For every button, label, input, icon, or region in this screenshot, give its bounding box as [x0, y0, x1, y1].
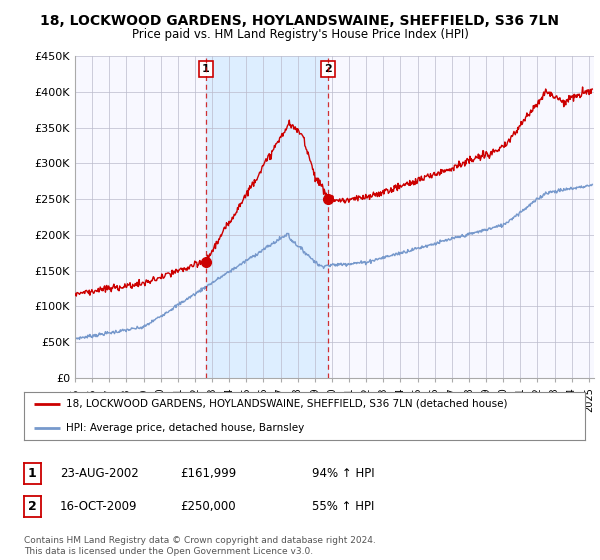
- Text: Contains HM Land Registry data © Crown copyright and database right 2024.
This d: Contains HM Land Registry data © Crown c…: [24, 536, 376, 556]
- Text: 55% ↑ HPI: 55% ↑ HPI: [312, 500, 374, 514]
- Bar: [206, 56, 328, 378]
- Text: 18, LOCKWOOD GARDENS, HOYLANDSWAINE, SHEFFIELD, S36 7LN: 18, LOCKWOOD GARDENS, HOYLANDSWAINE, SHE…: [41, 14, 560, 28]
- Text: 1: 1: [202, 64, 210, 74]
- Text: 16-OCT-2009: 16-OCT-2009: [60, 500, 137, 514]
- Text: 1: 1: [28, 466, 37, 480]
- Text: 94% ↑ HPI: 94% ↑ HPI: [312, 466, 374, 480]
- Text: £250,000: £250,000: [180, 500, 236, 514]
- Text: 23-AUG-2002: 23-AUG-2002: [60, 466, 139, 480]
- Text: 2: 2: [28, 500, 37, 514]
- Text: HPI: Average price, detached house, Barnsley: HPI: Average price, detached house, Barn…: [66, 423, 304, 433]
- Text: £161,999: £161,999: [180, 466, 236, 480]
- Text: Price paid vs. HM Land Registry's House Price Index (HPI): Price paid vs. HM Land Registry's House …: [131, 28, 469, 41]
- Text: 2: 2: [325, 64, 332, 74]
- Text: 18, LOCKWOOD GARDENS, HOYLANDSWAINE, SHEFFIELD, S36 7LN (detached house): 18, LOCKWOOD GARDENS, HOYLANDSWAINE, SHE…: [66, 399, 508, 409]
